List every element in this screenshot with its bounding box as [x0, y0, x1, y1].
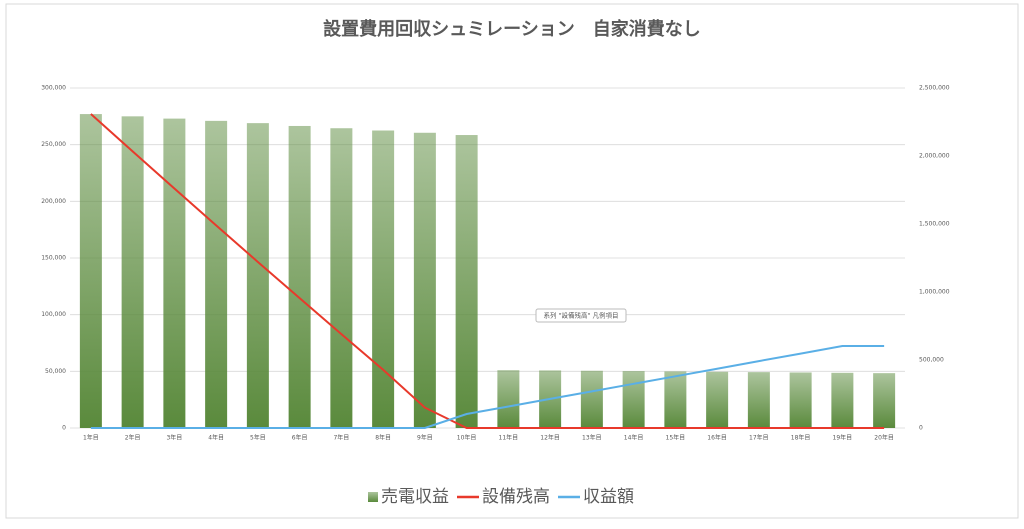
- legend-label: 設備残高: [482, 487, 550, 507]
- x-tick-label: 1年目: [83, 434, 99, 442]
- y-tick-label: 50,000: [45, 368, 66, 375]
- y2-tick-label: 1,000,000: [919, 289, 950, 296]
- x-tick-label: 6年目: [292, 434, 308, 442]
- bar: [664, 371, 687, 428]
- x-tick-label: 7年目: [333, 434, 349, 442]
- y2-tick-label: 500,000: [919, 357, 944, 364]
- x-tick-label: 10年目: [457, 434, 477, 442]
- y-tick-label: 250,000: [41, 141, 66, 148]
- line: [90, 113, 885, 429]
- x-tick-label: 20年目: [874, 434, 894, 442]
- bar: [246, 123, 269, 428]
- x-tick-label: 9年目: [417, 434, 433, 442]
- bar: [455, 135, 478, 429]
- bar: [747, 372, 770, 428]
- legend-swatch: [368, 492, 378, 502]
- bar: [413, 132, 436, 428]
- bar: [288, 125, 311, 428]
- x-tick-label: 12年目: [540, 434, 560, 442]
- x-tick-label: 19年目: [833, 434, 853, 442]
- x-tick-label: 17年目: [749, 434, 769, 442]
- bar: [706, 371, 729, 428]
- x-tick-label: 4年目: [208, 434, 224, 442]
- bar: [873, 373, 896, 428]
- legend-label: 売電収益: [381, 487, 449, 507]
- chart-title: 設置費用回収シュミレーション 自家消費なし: [323, 18, 701, 40]
- bar: [580, 370, 603, 428]
- y-tick-label: 100,000: [41, 311, 66, 318]
- x-tick-label: 2年目: [125, 434, 141, 442]
- x-tick-label: 18年目: [791, 434, 811, 442]
- bar: [163, 118, 186, 428]
- legend-label: 収益額: [583, 487, 634, 507]
- y2-tick-label: 2,500,000: [919, 85, 950, 92]
- bar: [121, 116, 144, 428]
- bar: [622, 371, 645, 428]
- x-tick-label: 5年目: [250, 434, 266, 442]
- bar: [831, 372, 854, 428]
- y-tick-label: 150,000: [41, 255, 66, 262]
- y-tick-label: 300,000: [41, 85, 66, 92]
- bar: [497, 370, 520, 428]
- y2-tick-label: 0: [919, 425, 923, 432]
- x-tick-label: 16年目: [707, 434, 727, 442]
- line: [90, 344, 885, 429]
- x-tick-label: 13年目: [582, 434, 602, 442]
- y2-tick-label: 2,000,000: [919, 153, 950, 160]
- tooltip: 系列 "設備残高" 凡例項目: [543, 311, 618, 320]
- y2-tick-label: 1,500,000: [919, 221, 950, 228]
- bar: [79, 114, 102, 429]
- x-tick-label: 8年目: [375, 434, 391, 442]
- bar: [372, 130, 395, 428]
- x-tick-label: 15年目: [666, 434, 686, 442]
- bar: [330, 128, 353, 428]
- bar: [789, 372, 812, 428]
- x-tick-label: 14年目: [624, 434, 644, 442]
- x-tick-label: 11年目: [499, 434, 519, 442]
- bar: [205, 120, 228, 428]
- y-tick-label: 200,000: [41, 198, 66, 205]
- tooltip-box: [535, 308, 627, 323]
- y-tick-label: 0: [62, 425, 66, 432]
- x-tick-label: 3年目: [166, 434, 182, 442]
